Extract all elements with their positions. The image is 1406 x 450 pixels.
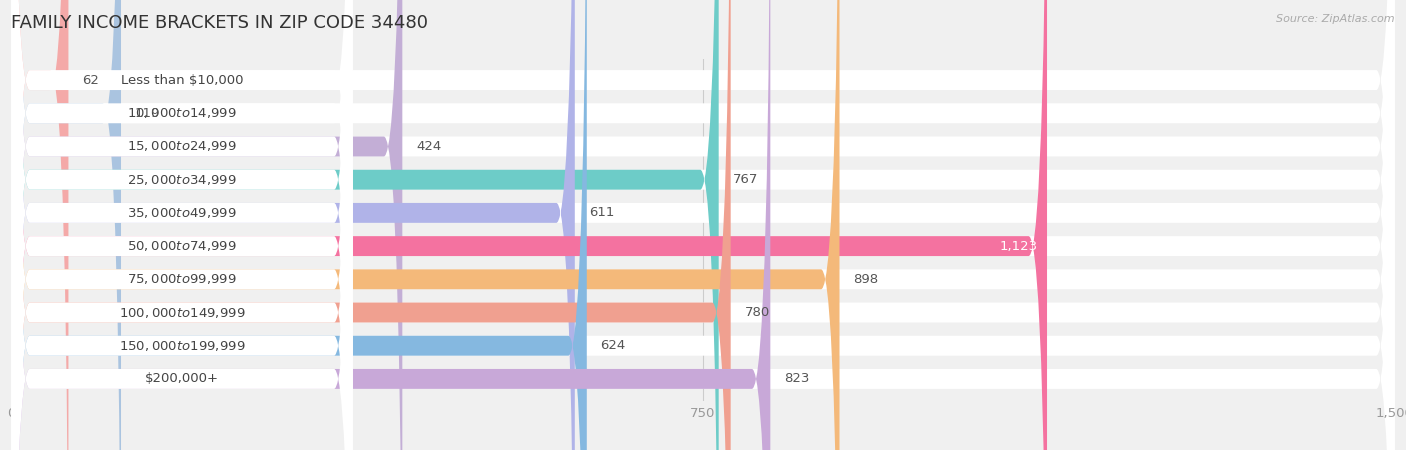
Text: FAMILY INCOME BRACKETS IN ZIP CODE 34480: FAMILY INCOME BRACKETS IN ZIP CODE 34480 [11,14,429,32]
FancyBboxPatch shape [11,0,353,450]
Text: $50,000 to $74,999: $50,000 to $74,999 [127,239,236,253]
Text: Less than $10,000: Less than $10,000 [121,74,243,86]
Text: 424: 424 [416,140,441,153]
FancyBboxPatch shape [11,0,353,450]
FancyBboxPatch shape [11,0,353,450]
FancyBboxPatch shape [11,0,353,450]
Text: 1,123: 1,123 [1000,239,1038,252]
FancyBboxPatch shape [11,0,718,450]
Text: $35,000 to $49,999: $35,000 to $49,999 [127,206,236,220]
FancyBboxPatch shape [11,0,353,450]
Text: $100,000 to $149,999: $100,000 to $149,999 [118,306,245,320]
Text: 119: 119 [135,107,160,120]
Text: 823: 823 [785,373,810,385]
FancyBboxPatch shape [11,0,353,450]
Text: $10,000 to $14,999: $10,000 to $14,999 [127,106,236,120]
Text: 898: 898 [853,273,879,286]
FancyBboxPatch shape [11,0,353,450]
FancyBboxPatch shape [11,0,1395,450]
Text: 611: 611 [589,207,614,220]
FancyBboxPatch shape [11,0,353,450]
FancyBboxPatch shape [11,0,1395,450]
Text: $200,000+: $200,000+ [145,373,219,385]
Text: 624: 624 [600,339,626,352]
FancyBboxPatch shape [11,0,1395,450]
Text: $25,000 to $34,999: $25,000 to $34,999 [127,173,236,187]
FancyBboxPatch shape [11,0,69,450]
Text: 780: 780 [745,306,769,319]
FancyBboxPatch shape [11,0,731,450]
FancyBboxPatch shape [11,0,402,450]
FancyBboxPatch shape [11,0,1395,450]
FancyBboxPatch shape [11,0,575,450]
Text: $15,000 to $24,999: $15,000 to $24,999 [127,140,236,153]
FancyBboxPatch shape [11,0,353,450]
FancyBboxPatch shape [11,0,770,450]
FancyBboxPatch shape [11,0,1395,450]
FancyBboxPatch shape [11,0,839,450]
FancyBboxPatch shape [11,0,1395,450]
Text: 767: 767 [733,173,758,186]
Text: Source: ZipAtlas.com: Source: ZipAtlas.com [1277,14,1395,23]
Text: 62: 62 [83,74,100,86]
FancyBboxPatch shape [11,0,1395,450]
FancyBboxPatch shape [11,0,353,450]
FancyBboxPatch shape [11,0,1395,450]
FancyBboxPatch shape [11,0,1395,450]
Text: $150,000 to $199,999: $150,000 to $199,999 [118,339,245,353]
Text: $75,000 to $99,999: $75,000 to $99,999 [127,272,236,286]
FancyBboxPatch shape [11,0,1395,450]
FancyBboxPatch shape [11,0,1047,450]
FancyBboxPatch shape [11,0,586,450]
FancyBboxPatch shape [11,0,121,450]
